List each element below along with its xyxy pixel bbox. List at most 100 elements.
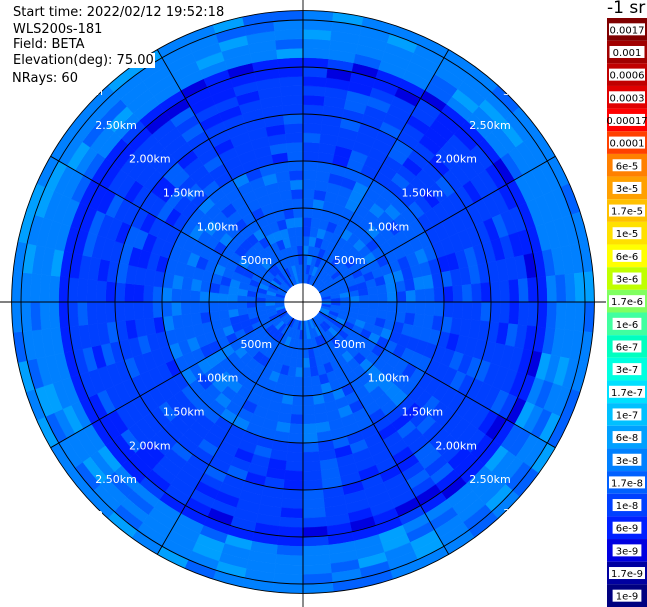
- ppi-cell: [396, 290, 407, 303]
- colorbar-label-bg: [609, 113, 645, 126]
- ppi-cell: [302, 451, 320, 463]
- ppi-cell: [358, 294, 370, 303]
- ppi-cell: [142, 285, 154, 303]
- ring-label: 3.00km: [61, 507, 103, 520]
- ppi-cell: [282, 104, 304, 116]
- colorbar-label-bg: [612, 317, 642, 330]
- ppi-cell: [302, 217, 313, 228]
- ring-label: 1.50km: [163, 186, 205, 199]
- colorbar-label-bg: [612, 272, 642, 285]
- colorbar-label-bg: [612, 340, 642, 353]
- colorbar-label-bg: [609, 476, 645, 489]
- ppi-cell: [285, 132, 304, 144]
- colorbar-label-bg: [612, 453, 642, 466]
- ppi-cell: [302, 357, 311, 369]
- ppi-cell: [95, 280, 107, 303]
- colorbar-label-bg: [609, 68, 645, 81]
- ring-label: 500m: [334, 338, 366, 351]
- ppi-cell: [291, 395, 304, 406]
- colorbar-label: 1e-9: [616, 592, 639, 603]
- ppi-cell: [302, 19, 333, 32]
- ppi-cell: [287, 442, 304, 453]
- azimuth-spoke: [312, 318, 450, 555]
- ppi-cell: [302, 348, 310, 359]
- ppi-cell: [283, 479, 304, 491]
- ppi-cell: [480, 282, 492, 303]
- colorbar-label-bg: [609, 45, 645, 58]
- colorbar-label-bg: [612, 589, 642, 602]
- ppi-cell: [302, 413, 316, 425]
- ppi-cell: [293, 217, 304, 228]
- ppi-cell: [480, 301, 492, 322]
- azimuth-spoke: [319, 311, 556, 449]
- ppi-cell: [414, 289, 426, 303]
- ppi-cell: [340, 296, 351, 303]
- ppi-cell: [396, 301, 407, 314]
- ppi-cell: [377, 292, 388, 303]
- colorbar-label-bg: [612, 408, 642, 421]
- ppi-cell: [302, 76, 327, 88]
- azimuth-spoke: [156, 318, 294, 555]
- colorbar-label-bg: [609, 295, 645, 308]
- ppi-cell: [302, 507, 326, 519]
- ppi-cell: [405, 289, 417, 303]
- ppi-cell: [368, 301, 379, 311]
- ppi-cell: [294, 226, 304, 237]
- ppi-cell: [208, 291, 220, 303]
- ppi-cell: [280, 507, 304, 519]
- colorbar-title: -1 sr: [607, 0, 646, 18]
- ppi-cell: [189, 289, 201, 303]
- ppi-cell: [302, 376, 313, 387]
- azimuth-spoke: [50, 311, 287, 449]
- ppi-cell: [48, 301, 61, 329]
- ring-label: 1.50km: [402, 186, 444, 199]
- ring-label: 3.00km: [61, 85, 103, 98]
- colorbar-label: 0.0006: [610, 71, 645, 82]
- ppi-cell: [286, 141, 304, 153]
- ppi-cell: [152, 286, 163, 303]
- ppi-cell: [302, 85, 326, 97]
- ppi-cell: [302, 123, 322, 134]
- ppi-cell: [278, 66, 304, 78]
- ppi-cell: [291, 198, 304, 209]
- ppi-cell: [302, 572, 333, 585]
- ppi-cell: [349, 295, 360, 303]
- ppi-cell: [30, 273, 42, 303]
- ppi-cell: [67, 301, 79, 327]
- ppi-cell: [545, 275, 558, 303]
- range-grid: [0, 0, 606, 607]
- ppi-cell: [274, 29, 304, 41]
- ring-label: 1.00km: [197, 220, 239, 233]
- ppi-cell: [289, 423, 304, 434]
- ppi-cell: [180, 301, 192, 315]
- ppi-cell: [290, 404, 304, 416]
- colorbar-label-bg: [612, 249, 642, 262]
- ppi-cell: [386, 301, 398, 313]
- ppi-cell: [302, 526, 328, 538]
- ppi-cell: [95, 301, 107, 324]
- ppi-cell: [20, 272, 33, 303]
- colorbar-label: 1.7e-9: [611, 569, 643, 580]
- colorbar-label: 0.0017: [610, 25, 645, 36]
- ppi-cell: [283, 113, 304, 125]
- ppi-cell: [86, 301, 98, 325]
- colorbar-label: 0.0003: [610, 93, 645, 104]
- ring-label: 1.50km: [163, 406, 205, 419]
- colorbar-label: 0.0001: [610, 139, 645, 150]
- ppi-cell: [180, 289, 192, 303]
- ppi-cell: [275, 554, 304, 566]
- ppi-cell: [290, 413, 304, 425]
- ppi-cell: [114, 301, 126, 322]
- ppi-cell: [77, 301, 89, 326]
- ppi-cell: [555, 301, 567, 330]
- ppi-cell: [302, 470, 322, 481]
- colorbar-label: 1.7e-8: [611, 478, 643, 489]
- ppi-cell: [133, 284, 145, 303]
- ppi-cell: [527, 301, 539, 327]
- colorbar-label-bg: [609, 385, 645, 398]
- ppi-cell: [171, 288, 182, 303]
- ppi-cell: [133, 301, 145, 320]
- colorbar-label-bg: [612, 227, 642, 240]
- ppi-cell: [471, 283, 482, 303]
- colorbar-label-bg: [612, 159, 642, 172]
